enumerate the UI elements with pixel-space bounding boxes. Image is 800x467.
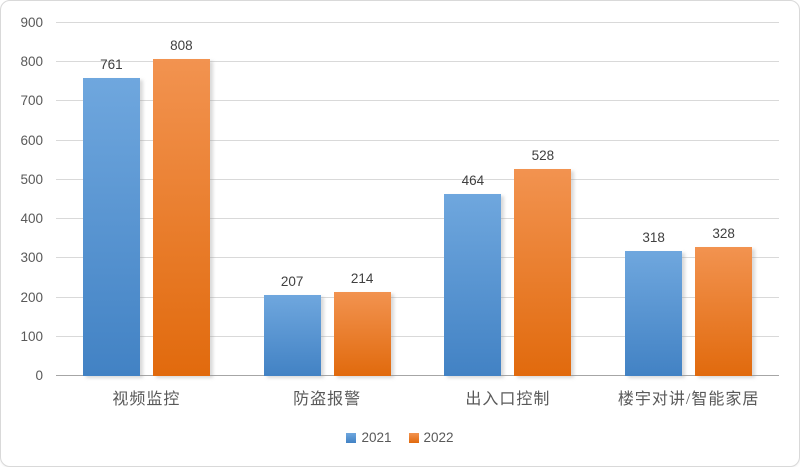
y-tick-label: 500 xyxy=(20,171,43,187)
bar-2021: 464 xyxy=(444,173,502,376)
plot-area xyxy=(56,22,779,376)
legend-label: 2022 xyxy=(423,430,454,445)
category-label: 楼宇对讲/智能家居 xyxy=(617,391,760,408)
bar-value-label: 528 xyxy=(531,148,555,163)
bar-group: 207 214 xyxy=(237,23,418,376)
bar-value-label: 318 xyxy=(642,230,665,245)
gridline xyxy=(56,296,779,298)
category-label: 出入口控制 xyxy=(465,391,551,408)
y-tick-label: 900 xyxy=(20,15,43,30)
bar-value-label: 808 xyxy=(170,38,193,53)
bar-value-label: 464 xyxy=(461,173,485,188)
y-tick-label: 700 xyxy=(20,93,43,109)
y-tick-label: 200 xyxy=(20,289,43,305)
y-tick-label: 800 xyxy=(20,54,43,70)
bar-2021: 761 xyxy=(82,57,140,376)
y-tick-label: 0 xyxy=(35,368,43,383)
x-axis-line xyxy=(56,375,779,376)
category-label: 防盗报警 xyxy=(293,391,362,408)
bar-value-label: 328 xyxy=(712,226,735,241)
bar-2022: 328 xyxy=(695,226,753,376)
gridline xyxy=(56,178,779,180)
y-tick-label: 100 xyxy=(20,328,43,344)
y-axis: 0 100 200 300 400 500 600 700 800 900 xyxy=(1,15,43,383)
legend-swatch-2022 xyxy=(408,432,419,443)
bar-2022: 214 xyxy=(333,271,391,376)
legend-item-2022: 2022 xyxy=(408,430,454,445)
gridline xyxy=(56,22,779,23)
gridline xyxy=(56,139,779,141)
gridline xyxy=(56,61,779,63)
y-tick-label: 400 xyxy=(20,211,43,227)
bar-group: 318 328 xyxy=(598,23,779,376)
bar-value-label: 761 xyxy=(100,57,123,72)
legend-swatch-2021 xyxy=(346,432,357,443)
bar-value-label: 214 xyxy=(350,271,374,286)
category-label: 视频监控 xyxy=(112,391,181,408)
gridline xyxy=(56,257,779,259)
gridline xyxy=(56,218,779,220)
bar-2022: 528 xyxy=(514,148,572,376)
bar-value-label: 207 xyxy=(280,274,304,289)
category-axis: 视频监控 防盗报警 出入口控制 楼宇对讲/智能家居 xyxy=(56,385,779,409)
bar-2021: 207 xyxy=(263,274,321,376)
legend-item-2021: 2021 xyxy=(346,430,392,445)
gridline xyxy=(56,335,779,337)
legend: 2021 2022 xyxy=(1,430,799,445)
legend-label: 2021 xyxy=(361,430,392,445)
y-tick-label: 300 xyxy=(20,250,43,266)
bar-groups: 761 808 207 214 464 528 318 328 xyxy=(56,23,779,376)
bar-2022: 808 xyxy=(152,38,210,376)
y-tick-label: 600 xyxy=(20,132,43,148)
bar-2021: 318 xyxy=(625,230,683,376)
bar-group: 761 808 xyxy=(56,23,237,376)
gridline xyxy=(56,100,779,102)
bar-group: 464 528 xyxy=(418,23,599,376)
